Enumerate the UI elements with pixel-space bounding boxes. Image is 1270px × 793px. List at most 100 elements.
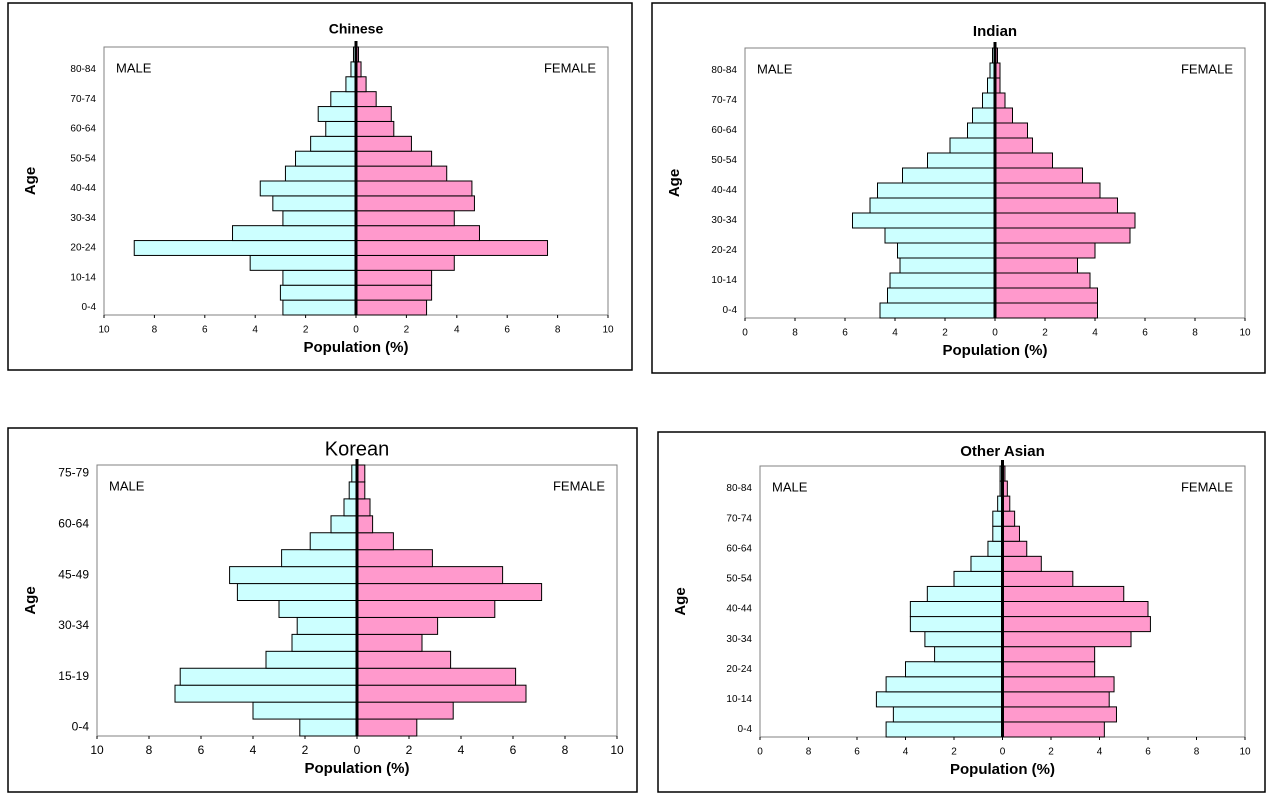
x-tick-label: 4 bbox=[458, 743, 465, 757]
female-bar bbox=[356, 566, 504, 585]
y-tick-label: 20-24 bbox=[70, 243, 96, 254]
female-bar bbox=[356, 498, 371, 517]
x-tick-label: 6 bbox=[1142, 328, 1148, 339]
male-bar bbox=[892, 706, 1003, 723]
male-bar bbox=[909, 601, 1003, 618]
male-bar bbox=[889, 272, 996, 289]
male-bar bbox=[325, 120, 357, 137]
male-bar bbox=[852, 212, 996, 229]
male-bar bbox=[884, 227, 996, 244]
y-tick-label: 50-54 bbox=[70, 153, 96, 164]
male-bar bbox=[310, 135, 357, 152]
female-bar bbox=[356, 583, 543, 601]
male-bar bbox=[296, 616, 358, 635]
x-tick-label: 4 bbox=[252, 325, 258, 336]
female-bar bbox=[1002, 691, 1110, 708]
chart-title: Other Asian bbox=[960, 443, 1044, 460]
female-bar bbox=[356, 684, 527, 703]
x-axis-title: Population (%) bbox=[304, 339, 409, 356]
y-tick-label: 20-24 bbox=[711, 245, 737, 256]
female-bar bbox=[994, 302, 1098, 319]
male-bar bbox=[282, 269, 357, 286]
male-bar bbox=[885, 721, 1003, 738]
y-tick-label: 10-14 bbox=[726, 694, 752, 705]
y-tick-label: 10-14 bbox=[711, 275, 737, 286]
male-bar bbox=[179, 667, 358, 686]
male-bar bbox=[905, 661, 1003, 678]
male-bar bbox=[885, 676, 1003, 693]
x-tick-label: 0 bbox=[757, 747, 763, 758]
male-bar bbox=[133, 240, 357, 256]
x-tick-label: 2 bbox=[303, 325, 309, 336]
y-tick-label: 15-19 bbox=[58, 669, 89, 683]
male-bar bbox=[879, 302, 996, 319]
x-tick-label: 6 bbox=[842, 328, 848, 339]
x-tick-label: 6 bbox=[854, 747, 860, 758]
x-tick-label: 6 bbox=[510, 743, 517, 757]
y-tick-label: 30-34 bbox=[726, 634, 752, 645]
y-tick-label: 0-4 bbox=[723, 305, 738, 316]
female-bar bbox=[355, 269, 433, 286]
x-tick-label: 6 bbox=[202, 325, 208, 336]
female-bar bbox=[355, 210, 455, 227]
y-tick-label: 45-49 bbox=[58, 567, 89, 581]
x-tick-label: 6 bbox=[198, 743, 205, 757]
female-bar bbox=[355, 240, 549, 256]
male-bar bbox=[972, 107, 996, 124]
male-bar bbox=[869, 197, 996, 214]
female-bar bbox=[356, 616, 439, 635]
male-bar bbox=[982, 92, 996, 109]
series-label: FEMALE bbox=[553, 478, 605, 493]
x-tick-label: 2 bbox=[942, 328, 948, 339]
x-tick-label: 4 bbox=[454, 325, 460, 336]
x-axis-title: Population (%) bbox=[305, 760, 410, 777]
female-bar bbox=[355, 120, 395, 137]
male-bar bbox=[317, 106, 357, 122]
female-bar bbox=[356, 600, 496, 618]
y-axis-title: Age bbox=[672, 587, 689, 615]
male-bar bbox=[259, 180, 357, 197]
y-tick-label: 20-24 bbox=[726, 664, 752, 675]
x-tick-label: 10 bbox=[610, 743, 624, 757]
series-label: MALE bbox=[116, 60, 152, 75]
male-bar bbox=[953, 570, 1003, 587]
y-tick-label: 0-4 bbox=[82, 302, 97, 313]
male-bar bbox=[909, 616, 1003, 633]
male-bar bbox=[926, 585, 1004, 603]
x-tick-label: 8 bbox=[1194, 747, 1200, 758]
male-bar bbox=[281, 549, 358, 568]
male-bar bbox=[299, 718, 358, 737]
x-tick-label: 0 bbox=[353, 325, 359, 336]
x-tick-label: 2 bbox=[951, 747, 957, 758]
x-tick-label: 8 bbox=[146, 743, 153, 757]
female-bar bbox=[1002, 631, 1132, 648]
y-tick-label: 30-34 bbox=[70, 213, 96, 224]
x-tick-label: 4 bbox=[903, 747, 909, 758]
x-tick-label: 6 bbox=[504, 325, 510, 336]
y-tick-label: 70-74 bbox=[70, 94, 96, 105]
series-label: MALE bbox=[109, 478, 145, 493]
female-bar bbox=[355, 180, 473, 197]
male-bar bbox=[875, 691, 1004, 708]
x-tick-label: 10 bbox=[602, 325, 614, 336]
x-tick-label: 4 bbox=[250, 743, 257, 757]
male-bar bbox=[229, 566, 358, 585]
x-tick-label: 4 bbox=[892, 328, 898, 339]
female-bar bbox=[1002, 661, 1096, 678]
series-label: MALE bbox=[772, 479, 808, 494]
female-bar bbox=[355, 195, 475, 212]
male-bar bbox=[902, 167, 996, 184]
y-tick-label: 10-14 bbox=[70, 272, 96, 283]
y-tick-label: 80-84 bbox=[70, 64, 96, 75]
y-tick-label: 60-64 bbox=[711, 125, 737, 136]
male-bar bbox=[927, 152, 996, 169]
female-bar bbox=[1002, 646, 1096, 663]
x-tick-label: 2 bbox=[1048, 747, 1054, 758]
x-tick-label: 2 bbox=[1042, 328, 1048, 339]
x-tick-label: 2 bbox=[302, 743, 309, 757]
series-label: FEMALE bbox=[544, 60, 596, 75]
female-bar bbox=[994, 242, 1096, 259]
female-bar bbox=[994, 182, 1101, 199]
female-bar bbox=[355, 135, 412, 152]
